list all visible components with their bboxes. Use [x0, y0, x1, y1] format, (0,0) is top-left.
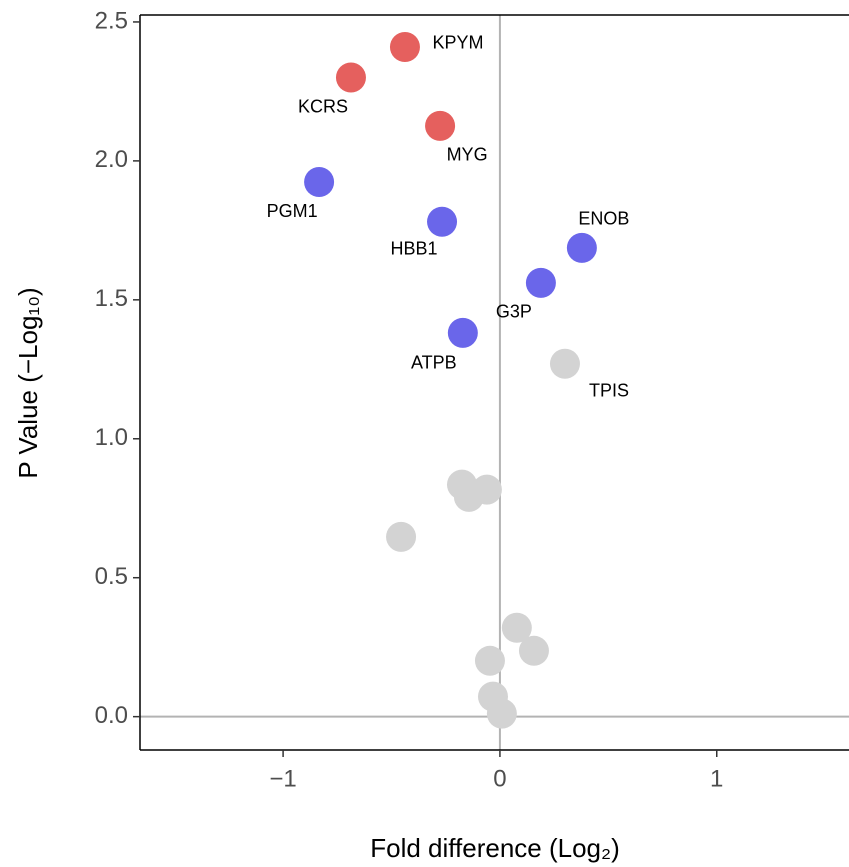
x-tick-label: −1 — [269, 765, 296, 792]
point — [447, 317, 478, 348]
point — [549, 348, 580, 379]
x-tick-label: 1 — [710, 765, 723, 792]
point-label: ENOB — [578, 209, 629, 229]
point — [471, 474, 502, 505]
point — [425, 110, 456, 141]
point — [304, 167, 335, 198]
point — [386, 521, 417, 552]
y-tick-label: 0.5 — [95, 563, 128, 590]
y-axis-title: P Value (−Log₁₀) — [13, 287, 43, 478]
y-tick-label: 0.0 — [95, 702, 128, 729]
point — [389, 31, 420, 62]
x-axis-title: Fold difference (Log₂) — [370, 833, 620, 863]
point-label: KCRS — [298, 96, 348, 116]
point — [566, 232, 597, 263]
point — [427, 206, 458, 237]
point-label: MYG — [447, 145, 488, 165]
point-label: HBB1 — [391, 238, 438, 258]
point — [518, 635, 549, 666]
point — [501, 612, 532, 643]
y-tick-label: 2.0 — [95, 146, 128, 173]
y-tick-label: 1.0 — [95, 424, 128, 451]
y-tick-label: 1.5 — [95, 285, 128, 312]
x-tick-label: 0 — [493, 765, 506, 792]
point — [486, 698, 517, 729]
point — [525, 267, 556, 298]
point-label: KPYM — [432, 33, 483, 53]
point-label: ATPB — [411, 353, 457, 373]
point — [335, 62, 366, 93]
point-label: G3P — [496, 302, 532, 322]
y-tick-label: 2.5 — [95, 7, 128, 34]
point — [474, 645, 505, 676]
point-label: PGM1 — [267, 201, 318, 221]
point-label: TPIS — [589, 380, 629, 400]
